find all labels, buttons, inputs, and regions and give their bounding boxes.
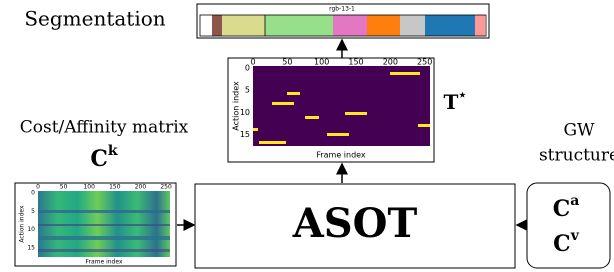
x-tick-label: 0 — [36, 184, 40, 191]
y-tick-label: 0 — [31, 190, 35, 197]
y-tick-label: 5 — [245, 86, 250, 95]
gw-title: structure — [539, 146, 614, 166]
x-tick-label: 0 — [250, 58, 255, 67]
y-tick-label: 15 — [27, 245, 35, 252]
gw-title: GW — [563, 121, 595, 141]
symbol: C — [553, 196, 571, 222]
y-tick-label: 0 — [245, 64, 250, 73]
solver-label: ASOT — [292, 200, 418, 247]
x-tick-label: 100 — [83, 184, 95, 191]
superscript: k — [108, 143, 118, 159]
symbol: C — [553, 231, 571, 257]
x-tick-label: 150 — [109, 184, 121, 191]
y-tick-label: 15 — [240, 130, 250, 139]
segmentation-label: rgb-13-1 — [329, 6, 355, 13]
gw-matrix: Ca — [553, 193, 580, 222]
transport-plot — [253, 66, 430, 146]
superscript: ⋆ — [458, 88, 466, 103]
cost-xlabel: Frame index — [85, 259, 122, 266]
superscript: v — [570, 228, 580, 244]
y-tick-label: 10 — [27, 226, 35, 233]
x-tick-label: 200 — [383, 58, 398, 67]
x-tick-label: 50 — [282, 58, 292, 67]
transport-symbol: T⋆ — [443, 88, 466, 114]
x-tick-label: 250 — [160, 184, 172, 191]
x-tick-label: 200 — [135, 184, 147, 191]
solver-box — [194, 183, 516, 269]
symbol: T — [443, 90, 458, 114]
x-tick-label: 50 — [60, 184, 68, 191]
x-tick-label: 150 — [348, 58, 363, 67]
y-tick-label: 10 — [240, 108, 250, 117]
y-tick-label: 5 — [31, 208, 35, 215]
x-tick-label: 250 — [417, 58, 432, 67]
segmentation-bar — [196, 3, 490, 39]
transport-xlabel: Frame index — [316, 151, 366, 160]
cost-title: Cost/Affinity matrix — [20, 118, 189, 138]
superscript: a — [570, 193, 579, 209]
gw-matrix: Cv — [553, 228, 580, 257]
segmentation-title: Segmentation — [24, 7, 165, 31]
cost-symbol: Ck — [90, 143, 118, 172]
cost-ylabel: Action index — [19, 205, 26, 243]
x-tick-label: 100 — [314, 58, 329, 67]
transport-ylabel: Action index — [232, 81, 241, 131]
symbol: C — [90, 146, 108, 172]
cost-plot — [38, 191, 170, 257]
